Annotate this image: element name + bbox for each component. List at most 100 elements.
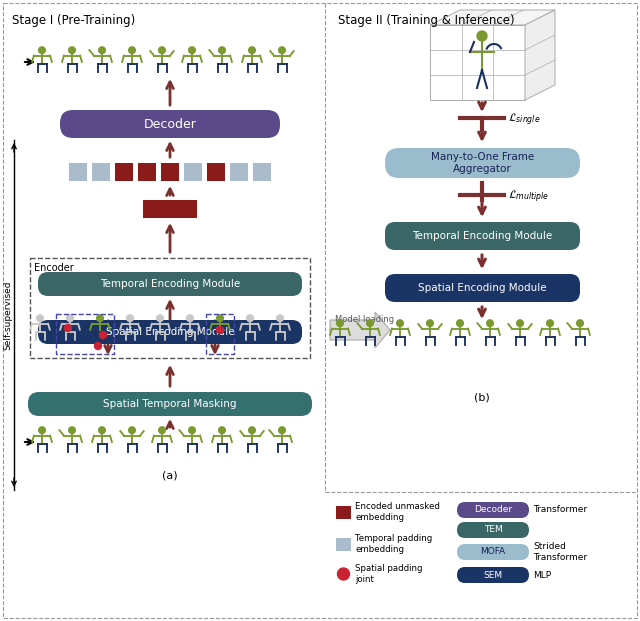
Circle shape bbox=[218, 46, 226, 54]
Text: Many-to-One Frame
Aggregator: Many-to-One Frame Aggregator bbox=[431, 152, 534, 174]
Text: Temporal Encoding Module: Temporal Encoding Module bbox=[412, 231, 552, 241]
Circle shape bbox=[278, 46, 286, 54]
Text: Decoder: Decoder bbox=[143, 117, 196, 130]
Text: Stage II (Training & Inference): Stage II (Training & Inference) bbox=[338, 14, 515, 27]
Text: (a): (a) bbox=[162, 470, 178, 480]
Bar bbox=[92, 163, 110, 181]
Circle shape bbox=[128, 46, 136, 54]
Bar bbox=[206, 314, 234, 354]
FancyBboxPatch shape bbox=[60, 110, 280, 138]
Text: Spatial Encoding Module: Spatial Encoding Module bbox=[106, 327, 234, 337]
Bar bbox=[115, 163, 133, 181]
Text: Temporal Encoding Module: Temporal Encoding Module bbox=[100, 279, 240, 289]
Circle shape bbox=[246, 314, 254, 322]
Text: Model loading: Model loading bbox=[335, 315, 395, 324]
FancyBboxPatch shape bbox=[385, 274, 580, 302]
Bar bbox=[161, 163, 179, 181]
Circle shape bbox=[36, 314, 44, 322]
Text: Self-supervised: Self-supervised bbox=[3, 280, 13, 350]
FancyBboxPatch shape bbox=[38, 320, 302, 344]
Bar bbox=[253, 163, 271, 181]
FancyBboxPatch shape bbox=[38, 272, 302, 296]
Circle shape bbox=[426, 319, 434, 327]
Bar bbox=[177, 200, 197, 218]
Circle shape bbox=[188, 426, 196, 434]
Text: TEM: TEM bbox=[484, 525, 502, 535]
FancyBboxPatch shape bbox=[457, 522, 529, 538]
Text: Temporal padding
embedding: Temporal padding embedding bbox=[355, 534, 432, 554]
Circle shape bbox=[516, 319, 524, 327]
Text: Encoded unmasked
embedding: Encoded unmasked embedding bbox=[355, 502, 440, 522]
Text: MLP: MLP bbox=[533, 571, 551, 579]
Text: Transformer: Transformer bbox=[533, 553, 587, 562]
Circle shape bbox=[276, 314, 284, 322]
Circle shape bbox=[38, 46, 46, 54]
Bar bbox=[336, 506, 351, 519]
Circle shape bbox=[477, 31, 487, 41]
Circle shape bbox=[158, 46, 166, 54]
Circle shape bbox=[95, 343, 102, 350]
Circle shape bbox=[278, 426, 286, 434]
Bar bbox=[56, 314, 114, 354]
Text: $\mathcal{L}_{single}$: $\mathcal{L}_{single}$ bbox=[508, 112, 541, 128]
Circle shape bbox=[546, 319, 554, 327]
FancyBboxPatch shape bbox=[457, 567, 529, 583]
Circle shape bbox=[126, 314, 134, 322]
Circle shape bbox=[486, 319, 494, 327]
FancyBboxPatch shape bbox=[457, 502, 529, 518]
Bar bbox=[230, 163, 248, 181]
Text: (b): (b) bbox=[474, 392, 490, 402]
Circle shape bbox=[456, 319, 464, 327]
Circle shape bbox=[128, 426, 136, 434]
Circle shape bbox=[68, 46, 76, 54]
Circle shape bbox=[38, 426, 46, 434]
Text: Spatial Temporal Masking: Spatial Temporal Masking bbox=[103, 399, 237, 409]
Circle shape bbox=[337, 568, 349, 580]
Circle shape bbox=[396, 319, 404, 327]
Bar bbox=[184, 163, 202, 181]
Bar bbox=[207, 163, 225, 181]
Circle shape bbox=[218, 426, 226, 434]
Circle shape bbox=[188, 46, 196, 54]
Text: Encoder: Encoder bbox=[34, 263, 74, 273]
Circle shape bbox=[156, 314, 164, 322]
Text: Strided: Strided bbox=[533, 542, 566, 551]
Circle shape bbox=[68, 426, 76, 434]
Circle shape bbox=[66, 314, 74, 322]
Circle shape bbox=[216, 314, 224, 322]
Circle shape bbox=[216, 327, 223, 333]
Polygon shape bbox=[330, 312, 390, 348]
Circle shape bbox=[186, 314, 194, 322]
Circle shape bbox=[98, 426, 106, 434]
Bar bbox=[160, 200, 180, 218]
Text: Spatial padding
joint: Spatial padding joint bbox=[355, 564, 422, 584]
Circle shape bbox=[158, 426, 166, 434]
Text: $\mathcal{L}_{multiple}$: $\mathcal{L}_{multiple}$ bbox=[508, 189, 549, 205]
Circle shape bbox=[366, 319, 374, 327]
Text: Spatial Encoding Module: Spatial Encoding Module bbox=[418, 283, 547, 293]
Circle shape bbox=[248, 46, 256, 54]
Bar bbox=[138, 163, 156, 181]
Circle shape bbox=[65, 325, 72, 332]
Bar bbox=[30, 258, 310, 358]
Bar bbox=[336, 538, 351, 551]
Text: Stage I (Pre-Training): Stage I (Pre-Training) bbox=[12, 14, 135, 27]
Circle shape bbox=[576, 319, 584, 327]
Polygon shape bbox=[525, 10, 555, 100]
Circle shape bbox=[336, 319, 344, 327]
Bar bbox=[143, 200, 163, 218]
Text: SEM: SEM bbox=[483, 571, 502, 579]
FancyBboxPatch shape bbox=[457, 544, 529, 560]
Circle shape bbox=[96, 314, 104, 322]
Polygon shape bbox=[430, 10, 555, 25]
Text: Transformer: Transformer bbox=[533, 505, 587, 515]
Bar bbox=[69, 163, 87, 181]
Circle shape bbox=[98, 46, 106, 54]
FancyBboxPatch shape bbox=[385, 148, 580, 178]
Circle shape bbox=[99, 332, 106, 338]
Text: Decoder: Decoder bbox=[474, 505, 512, 515]
Text: MOFA: MOFA bbox=[481, 548, 506, 556]
FancyBboxPatch shape bbox=[28, 392, 312, 416]
Circle shape bbox=[248, 426, 256, 434]
FancyBboxPatch shape bbox=[385, 222, 580, 250]
